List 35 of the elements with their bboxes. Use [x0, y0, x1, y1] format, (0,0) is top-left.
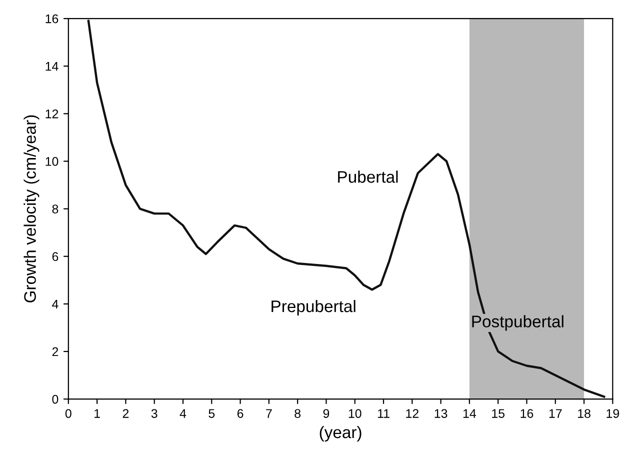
x-tick-label: 2 — [122, 409, 129, 418]
x-tick-label: 0 — [65, 409, 72, 418]
y-tick-label: 12 — [46, 109, 58, 118]
y-tick-label: 0 — [52, 394, 58, 404]
x-tick-label: 4 — [180, 409, 186, 418]
x-tick-label: 19 — [606, 409, 620, 418]
y-axis-title: Growth velocity (cm/year) — [24, 115, 40, 302]
x-tick-label: 7 — [266, 409, 272, 418]
x-tick-label: 14 — [463, 409, 476, 418]
x-axis-title: (year) — [320, 426, 362, 442]
x-tick-label: 11 — [378, 409, 390, 418]
annotation: Pubertal — [338, 170, 398, 183]
line-series — [87, 20, 606, 398]
x-tick-label: 1 — [94, 409, 100, 418]
x-tick-label: 8 — [294, 409, 301, 418]
x-tick-label: 16 — [520, 409, 534, 418]
x-tick-label: 6 — [237, 409, 244, 418]
x-tick-label: 12 — [406, 409, 418, 418]
x-tick-label: 3 — [151, 409, 158, 418]
x-tick-label: 15 — [492, 409, 505, 418]
x-tick-label: 13 — [434, 409, 448, 418]
x-tick-label: 10 — [348, 409, 362, 418]
y-tick-label: 16 — [46, 14, 58, 24]
band-label: Postpubertal — [472, 315, 564, 331]
x-tick-label: 18 — [578, 409, 590, 418]
y-tick-label: 2 — [52, 347, 58, 356]
y-tick-label: 6 — [52, 252, 58, 262]
y-tick-label: 14 — [46, 62, 58, 71]
x-tick-label: 17 — [549, 409, 562, 418]
x-tick-label: 9 — [323, 409, 330, 418]
y-tick-label: 4 — [52, 300, 58, 308]
annotation: Prepubertal — [272, 300, 356, 316]
y-tick-label: 8 — [52, 204, 58, 214]
y-tick-label: 10 — [46, 157, 58, 166]
x-tick-label: 5 — [208, 409, 215, 418]
